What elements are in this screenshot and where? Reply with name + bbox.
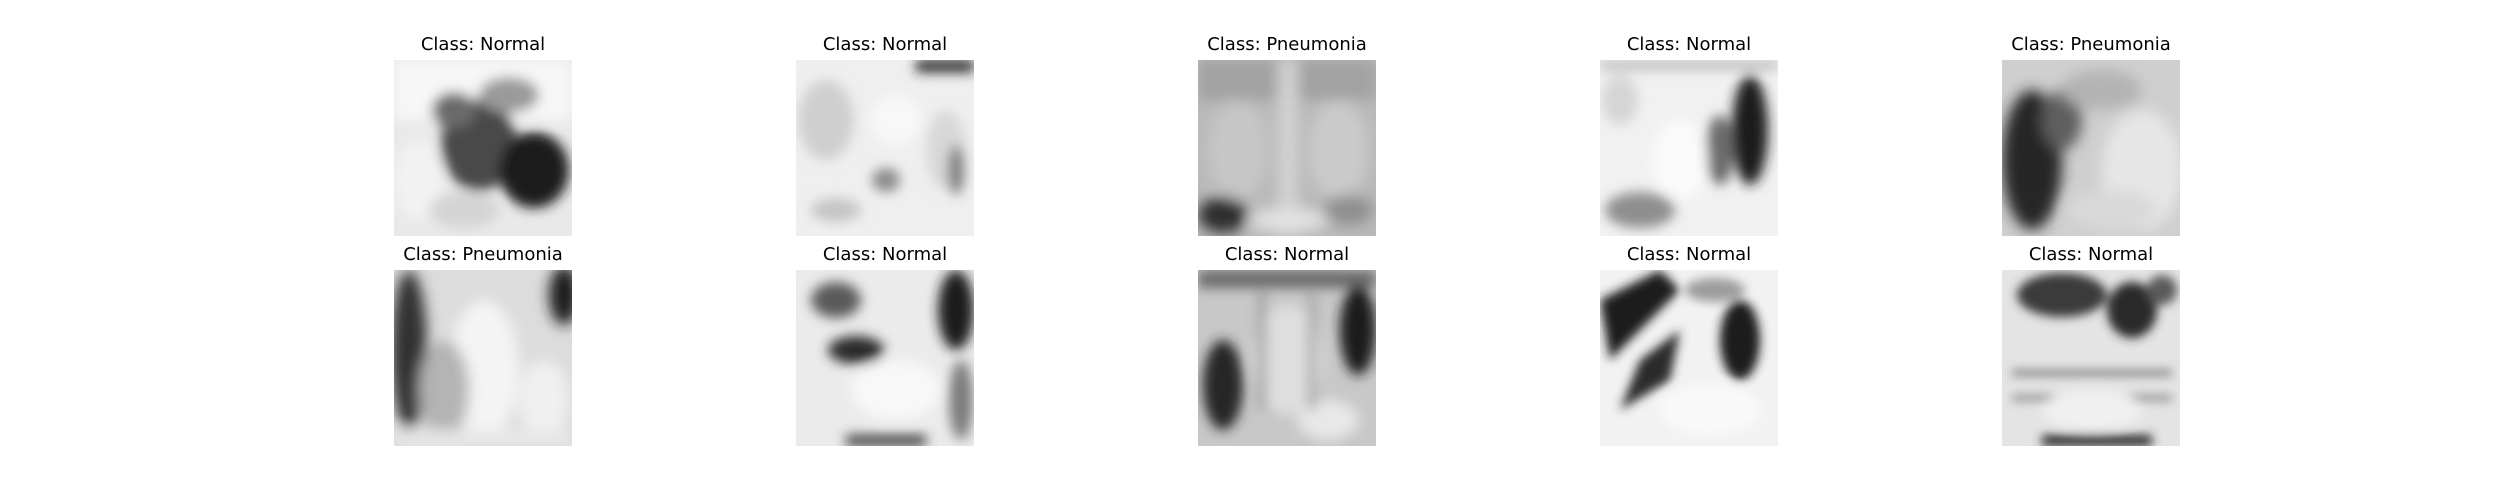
sample-panel: Class: Pneumonia <box>394 244 572 459</box>
sample-panel: Class: Normal <box>1600 244 1778 459</box>
sample-panel: Class: Normal <box>1600 34 1778 249</box>
panel-title: Class: Normal <box>2028 244 2154 265</box>
xray-image <box>1198 270 1376 446</box>
panel-title: Class: Normal <box>1224 244 1350 265</box>
panel-title: Class: Pneumonia <box>2011 34 2171 55</box>
sample-panel: Class: Normal <box>2002 244 2180 459</box>
sample-panel: Class: Pneumonia <box>2002 34 2180 249</box>
sample-panel: Class: Normal <box>1198 244 1376 459</box>
sample-panel: Class: Normal <box>796 34 974 249</box>
xray-image <box>2002 60 2180 236</box>
xray-image <box>1198 60 1376 236</box>
panel-title: Class: Normal <box>822 34 948 55</box>
xray-image <box>394 270 572 446</box>
xray-image <box>1600 60 1778 236</box>
panel-title: Class: Normal <box>822 244 948 265</box>
panel-title: Class: Pneumonia <box>1207 34 1367 55</box>
xray-image <box>796 60 974 236</box>
panel-title: Class: Pneumonia <box>403 244 563 265</box>
xray-image <box>394 60 572 236</box>
panel-title: Class: Normal <box>1626 244 1752 265</box>
panel-title: Class: Normal <box>1626 34 1752 55</box>
xray-image <box>1600 270 1778 446</box>
xray-image <box>796 270 974 446</box>
xray-image <box>2002 270 2180 446</box>
panel-title: Class: Normal <box>420 34 546 55</box>
sample-panel: Class: Pneumonia <box>1198 34 1376 249</box>
sample-panel: Class: Normal <box>796 244 974 459</box>
sample-panel: Class: Normal <box>394 34 572 249</box>
